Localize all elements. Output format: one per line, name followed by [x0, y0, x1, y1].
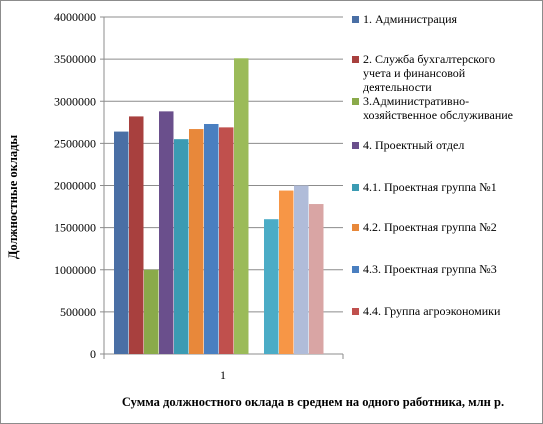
bar	[129, 116, 144, 354]
legend-label: 4.3. Проектная группа №3	[363, 262, 497, 276]
bar	[114, 131, 129, 354]
y-tick-label: 1000000	[54, 263, 96, 277]
legend-swatch	[352, 98, 359, 105]
bar	[264, 219, 279, 354]
bar	[294, 185, 309, 354]
y-tick-label: 3500000	[54, 52, 96, 66]
legend-label: 4. Проектный отдел	[363, 138, 464, 152]
legend-label: 4.4. Группа агроэкономики	[363, 304, 501, 318]
x-axis-title: Сумма должностного оклада в среднем на о…	[122, 395, 504, 409]
legend-label: 2. Служба бухгалтерского учета и финансов…	[363, 52, 495, 94]
bar	[234, 58, 249, 354]
bar	[144, 269, 159, 354]
y-tick-label: 500000	[60, 305, 96, 319]
bar	[309, 204, 324, 354]
y-tick-label: 3000000	[54, 94, 96, 108]
legend-swatch	[352, 184, 359, 191]
x-tick-label: 1	[220, 368, 226, 382]
legend-label: 1. Администрация	[363, 12, 458, 26]
legend-swatch	[352, 16, 359, 23]
bar	[219, 127, 234, 355]
legend-swatch	[352, 224, 359, 231]
legend-label: 4.2. Проектная группа №2	[363, 220, 497, 234]
y-tick-label: 1500000	[54, 221, 96, 235]
legend-swatch	[352, 308, 359, 315]
legend-label: 4.1. Проектная группа №1	[363, 180, 497, 194]
bar	[174, 139, 189, 354]
legend-swatch	[352, 142, 359, 149]
bar	[159, 111, 174, 354]
y-tick-label: 4000000	[54, 10, 96, 24]
y-tick-label: 2000000	[54, 179, 96, 193]
y-axis-title: Должностные оклады	[6, 135, 20, 260]
bar	[279, 190, 294, 354]
legend-swatch	[352, 56, 359, 63]
bar	[204, 123, 219, 354]
bar	[189, 129, 204, 354]
legend-label: 3.Административно-хозяйственное обслужив…	[363, 94, 513, 122]
legend-swatch	[352, 266, 359, 273]
y-tick-label: 2500000	[54, 136, 96, 150]
y-tick-label: 0	[90, 347, 96, 361]
